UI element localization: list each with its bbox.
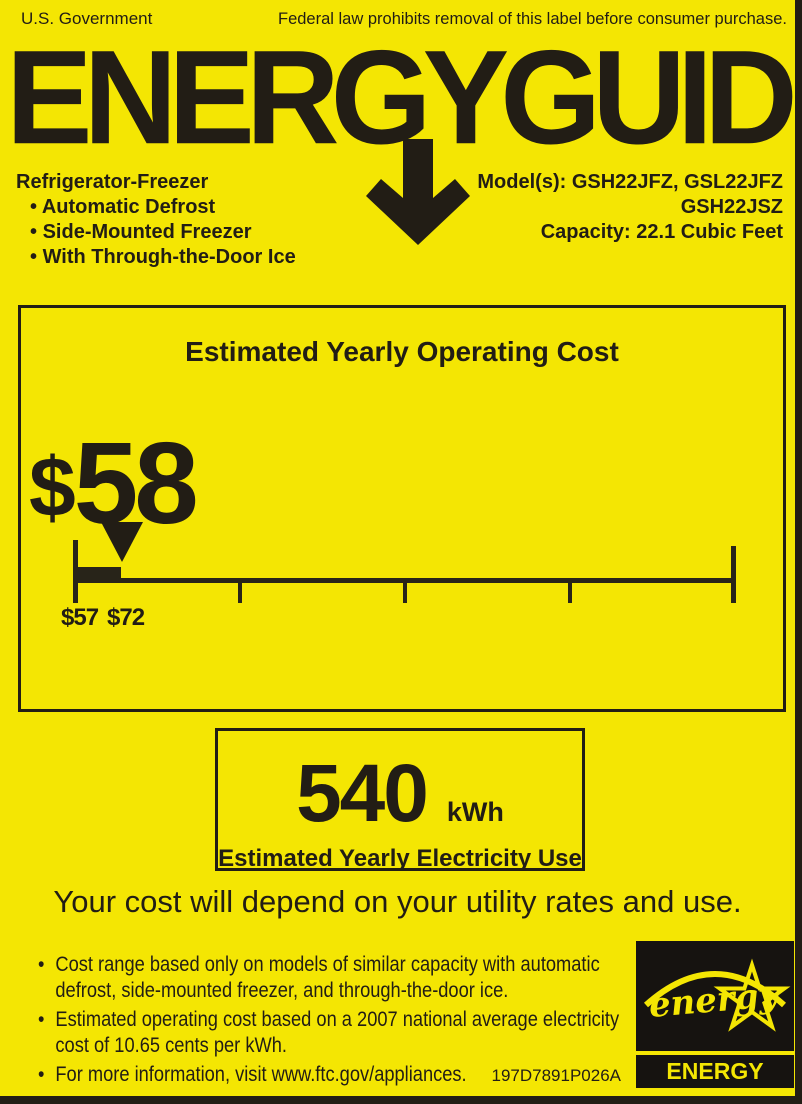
feature-item: • With Through-the-Door Ice [30, 246, 296, 268]
cost-marker-triangle-icon [101, 522, 143, 562]
scale-low-label: $57 [61, 604, 99, 631]
bullet: • [38, 953, 45, 976]
models-line-2: GSH22JSZ [680, 196, 783, 218]
scale-right-end-tick [731, 546, 736, 603]
footnote-item: • Estimated operating cost based on a 20… [38, 1008, 620, 1057]
usage-value: 540 [296, 748, 429, 839]
down-arrow-icon [366, 139, 470, 245]
footnote-item: • For more information, visit www.ftc.go… [38, 1063, 467, 1086]
bullet: • [30, 196, 38, 218]
footnotes: • Cost range based only on models of sim… [38, 952, 638, 1091]
feature-item: • Side-Mounted Freezer [30, 221, 252, 243]
scale-range-labels: $57 $72 [61, 604, 153, 632]
scale-high-label: $72 [107, 604, 145, 631]
usage-unit: kWh [446, 797, 504, 827]
model-info: Model(s): GSH22JFZ, GSL22JFZ GSH22JSZ Ca… [477, 170, 783, 245]
scale-tick [403, 578, 407, 603]
currency-symbol: $ [29, 440, 76, 534]
energy-star-banner: ENERGY STAR [636, 1055, 794, 1096]
cost-box-title: Estimated Yearly Operating Cost [185, 336, 619, 367]
bullet: • [30, 246, 38, 268]
usage-line: 540 kWh [218, 747, 582, 841]
energyguide-wordmark: ENERGYGUIDE [6, 21, 802, 172]
feature-item: • Automatic Defrost [30, 196, 216, 218]
bullet: • [38, 1063, 45, 1086]
capacity-line: Capacity: 22.1 Cubic Feet [540, 221, 783, 243]
operating-cost-box: Estimated Yearly Operating Cost $58 $57 $… [18, 305, 786, 712]
energy-star-mark-icon: energy [636, 941, 794, 1051]
energy-star-logo: energy ENERGY STAR [636, 941, 794, 1096]
scale-tick [238, 578, 242, 603]
bullet: • [38, 1008, 45, 1031]
models-line-1: Model(s): GSH22JFZ, GSL22JFZ [477, 171, 783, 193]
part-number: 197D7891P026A [491, 1066, 621, 1085]
scale-tick [568, 578, 572, 603]
product-info: Refrigerator-Freezer • Automatic Defrost… [16, 170, 296, 270]
footnote-item: • Cost range based only on models of sim… [38, 953, 600, 1002]
government-text: U.S. Government [21, 9, 153, 28]
usage-caption: Estimated Yearly Electricity Use [218, 845, 582, 872]
utility-rates-statement: Your cost will depend on your utility ra… [53, 884, 742, 919]
cost-range-bar [73, 567, 121, 583]
federal-law-text: Federal law prohibits removal of this la… [277, 10, 787, 28]
product-category: Refrigerator-Freezer [16, 171, 209, 193]
bullet: • [30, 221, 38, 243]
electricity-use-box: 540 kWh Estimated Yearly Electricity Use [215, 728, 585, 872]
